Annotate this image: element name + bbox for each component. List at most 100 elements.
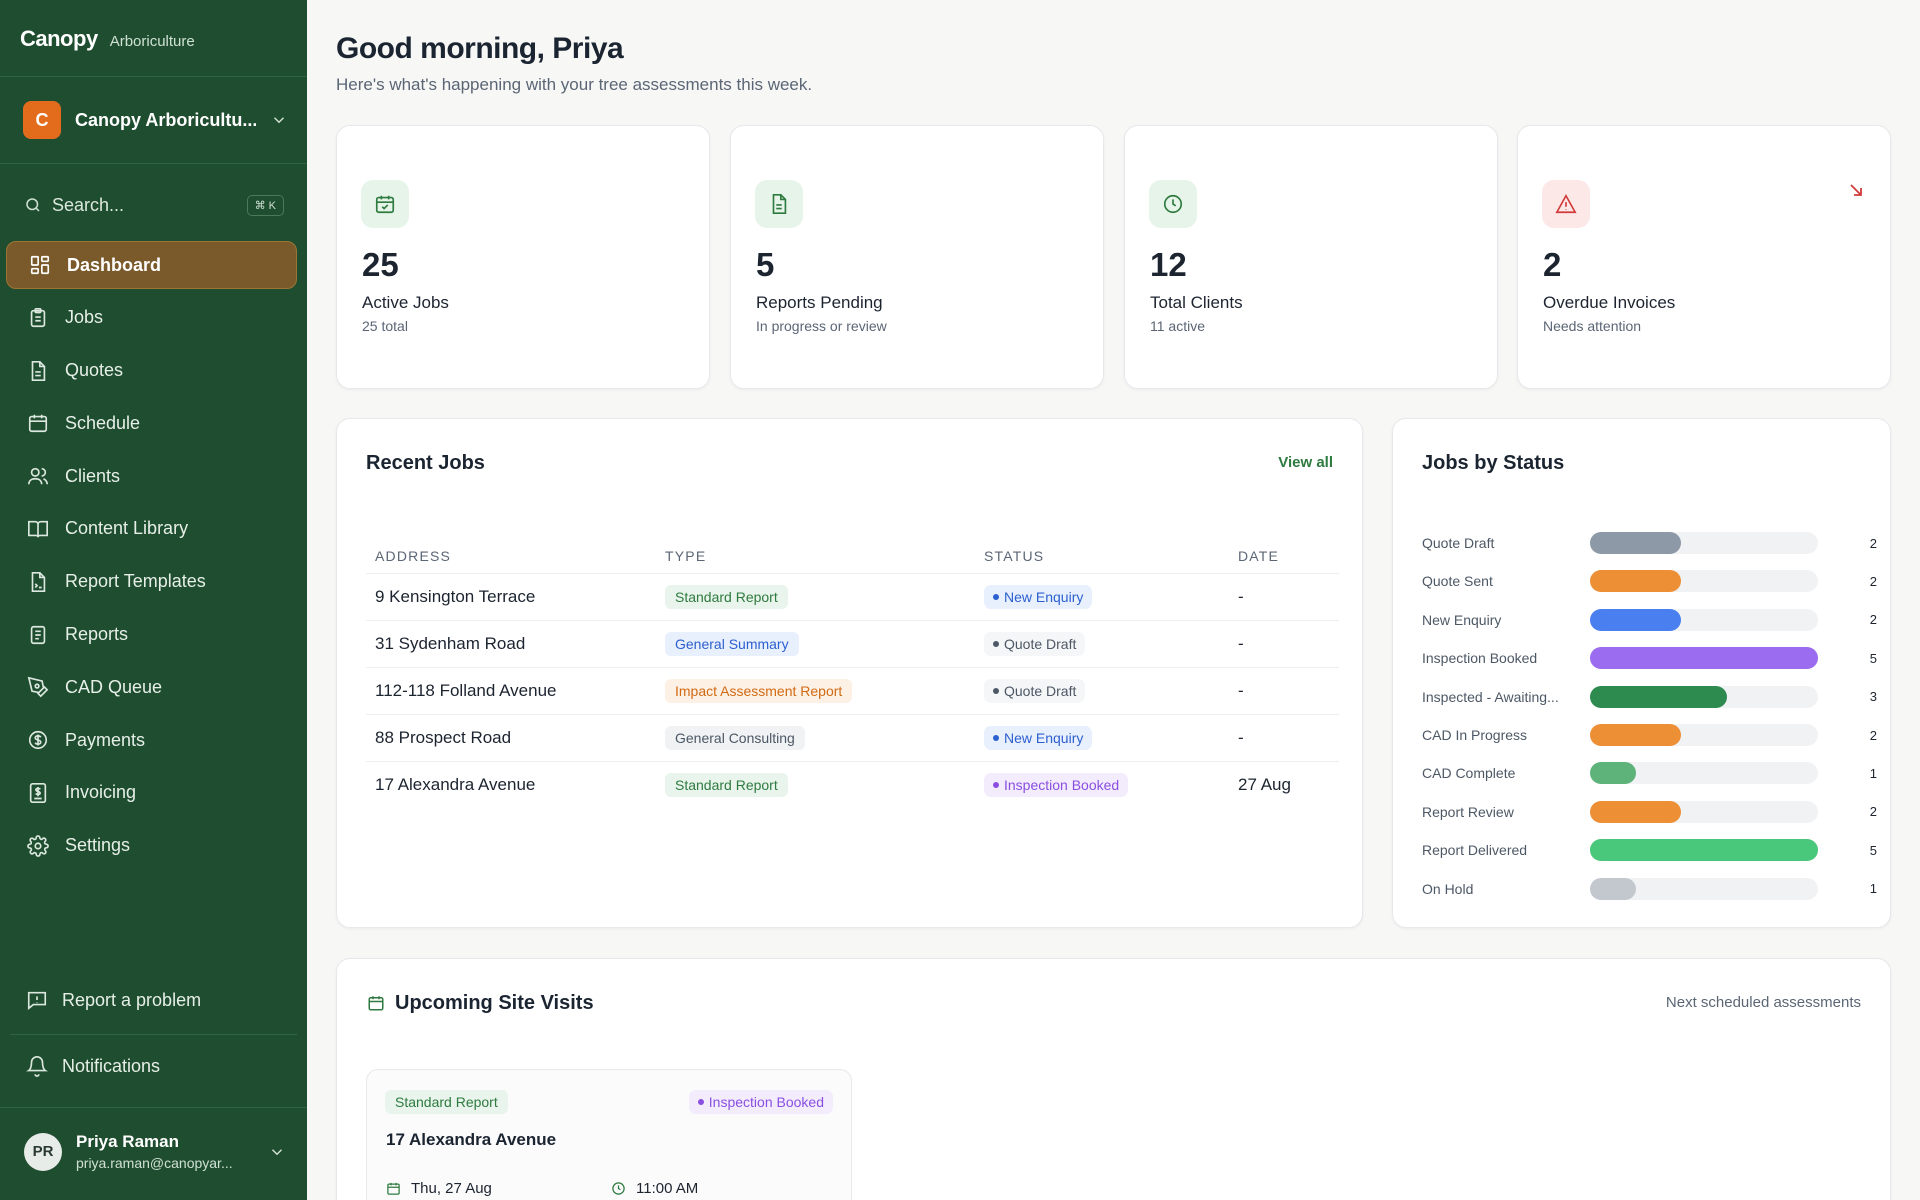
job-address: 17 Alexandra Avenue — [375, 774, 536, 794]
type-badge: General Summary — [665, 631, 799, 656]
visit-time: 11:00 AM — [636, 1180, 699, 1197]
recent-jobs-panel: Recent Jobs View all ADDRESS TYPE STATUS… — [336, 418, 1363, 928]
bell-icon — [26, 1056, 48, 1077]
visit-address: 17 Alexandra Avenue — [386, 1130, 557, 1149]
visits-subtitle: Next scheduled assessments — [1665, 994, 1861, 1011]
sidebar-item-label: Payments — [65, 729, 146, 750]
sidebar-item-label: Dashboard — [67, 254, 162, 275]
sidebar-item-content-library[interactable]: Content Library — [6, 505, 297, 553]
job-date: - — [1229, 714, 1339, 762]
bar — [1590, 724, 1681, 746]
stat-label: Active Jobs — [362, 293, 449, 312]
stat-sub: 25 total — [362, 318, 408, 334]
stat-label: Reports Pending — [756, 293, 883, 312]
table-row[interactable]: 9 Kensington Terrace Standard Report New E… — [366, 573, 1339, 621]
bar-label: Report Review — [1422, 803, 1514, 820]
stat-card-active-jobs[interactable]: 25 Active Jobs 25 total — [336, 125, 710, 389]
bar — [1590, 839, 1818, 862]
report-problem-button[interactable]: Report a problem — [26, 989, 201, 1011]
sidebar-item-schedule[interactable]: Schedule — [6, 399, 297, 447]
bar-track — [1590, 570, 1818, 593]
sidebar-item-jobs[interactable]: Jobs — [6, 294, 297, 342]
sidebar-item-invoicing[interactable]: Invoicing — [6, 769, 297, 817]
bar-track — [1590, 724, 1818, 746]
sidebar-item-label: Settings — [65, 835, 131, 856]
divider — [0, 76, 307, 77]
column-header[interactable]: STATUS — [975, 539, 1229, 574]
job-date: - — [1229, 667, 1339, 715]
visit-card[interactable]: Standard Report Inspection Booked 17 Ale… — [366, 1069, 852, 1200]
stat-value: 5 — [756, 246, 775, 283]
status-badge: Inspection Booked — [984, 772, 1129, 797]
stat-value: 25 — [362, 246, 399, 283]
table-row[interactable]: 88 Prospect Road General Consulting New En… — [366, 714, 1339, 762]
sidebar-item-settings[interactable]: Settings — [6, 822, 297, 870]
sidebar-item-reports[interactable]: Reports — [6, 611, 297, 659]
stat-label: Overdue Invoices — [1543, 293, 1676, 312]
search-input[interactable]: Search... ⌘ K — [24, 192, 284, 218]
chevron-down-icon — [273, 117, 285, 124]
job-date: - — [1229, 573, 1339, 621]
sidebar-item-dashboard[interactable]: Dashboard — [6, 241, 297, 289]
status-dot — [993, 640, 999, 647]
bar-value: 2 — [1869, 804, 1877, 820]
brand[interactable]: Canopy Arboriculture — [20, 26, 195, 52]
status-text: New Enquiry — [1004, 588, 1084, 605]
sidebar-item-label: Schedule — [65, 412, 141, 433]
bar-row: Report Delivered 5 — [1422, 837, 1877, 863]
bar-label: Quote Draft — [1422, 535, 1495, 551]
status-text: Inspection Booked — [708, 1094, 824, 1110]
bar-value: 2 — [1869, 727, 1877, 743]
bar-label: Inspected - Awaiting... — [1422, 688, 1559, 705]
user-menu[interactable]: PR Priya Raman priya.raman@canopyar... — [24, 1132, 286, 1171]
stat-card-reports-pending[interactable]: 5 Reports Pending In progress or review — [730, 125, 1104, 389]
view-all-link[interactable]: View all — [1278, 454, 1333, 471]
divider — [0, 1107, 307, 1108]
bar-value: 1 — [1869, 765, 1877, 781]
status-dot — [993, 593, 999, 600]
bar-row: CAD Complete 1 — [1422, 760, 1877, 786]
column-header[interactable]: TYPE — [656, 539, 975, 574]
notifications-button[interactable]: Notifications — [26, 1055, 160, 1077]
status-badge: New Enquiry — [984, 725, 1093, 750]
status-dot — [993, 781, 999, 788]
sidebar-item-quotes[interactable]: Quotes — [6, 347, 297, 395]
job-address: 88 Prospect Road — [366, 714, 656, 762]
status-text: Inspection Booked — [1004, 776, 1120, 793]
bar-label: Quote Sent — [1422, 573, 1493, 590]
bar-track — [1590, 532, 1818, 554]
pen-tool-icon — [27, 677, 49, 698]
clock-icon — [1163, 194, 1183, 214]
visits-title: Upcoming Site Visits — [395, 992, 594, 1014]
bar-label: New Enquiry — [1422, 611, 1502, 628]
bar-row: On Hold 1 — [1422, 876, 1877, 902]
page-title: Good morning, Priya — [336, 32, 624, 65]
column-header[interactable]: ADDRESS — [366, 539, 656, 574]
sidebar-item-clients[interactable]: Clients — [6, 452, 297, 500]
sidebar-item-report-templates[interactable]: Report Templates — [6, 558, 297, 606]
sidebar-item-cad-queue[interactable]: CAD Queue — [6, 663, 297, 711]
sidebar-item-label: Report Templates — [65, 571, 206, 592]
chart-title: Jobs by Status — [1422, 452, 1565, 474]
bar-track — [1590, 800, 1818, 823]
bar-track — [1590, 762, 1818, 785]
column-header[interactable]: DATE — [1229, 539, 1339, 574]
user-name: Priya Raman — [76, 1132, 179, 1151]
stat-sub: 11 active — [1150, 318, 1205, 334]
bar-row: Inspection Booked 5 — [1422, 645, 1877, 671]
table-row[interactable]: 31 Sydenham Road General Summary Quote Dra… — [366, 620, 1339, 668]
table-row[interactable]: 112-118 Folland Avenue Impact Assessment … — [366, 667, 1339, 715]
job-address: 9 Kensington Terrace — [366, 573, 656, 621]
bar-label: On Hold — [1422, 880, 1474, 897]
sidebar-item-payments[interactable]: Payments — [6, 716, 297, 764]
bar-track — [1590, 877, 1818, 900]
notifications-label: Notifications — [62, 1055, 161, 1076]
stat-card-total-clients[interactable]: 12 Total Clients 11 active — [1124, 125, 1498, 389]
org-switcher[interactable]: C Canopy Arboricultu... — [23, 100, 288, 140]
stat-icon-box — [755, 180, 803, 228]
table-row[interactable]: 17 Alexandra Avenue Standard Report Inspec… — [366, 761, 1339, 808]
stat-icon-box — [361, 180, 409, 228]
bar — [1590, 647, 1818, 670]
bar-track — [1590, 839, 1818, 862]
stat-card-overdue-invoices[interactable]: 2 Overdue Invoices Needs attention — [1517, 125, 1891, 389]
